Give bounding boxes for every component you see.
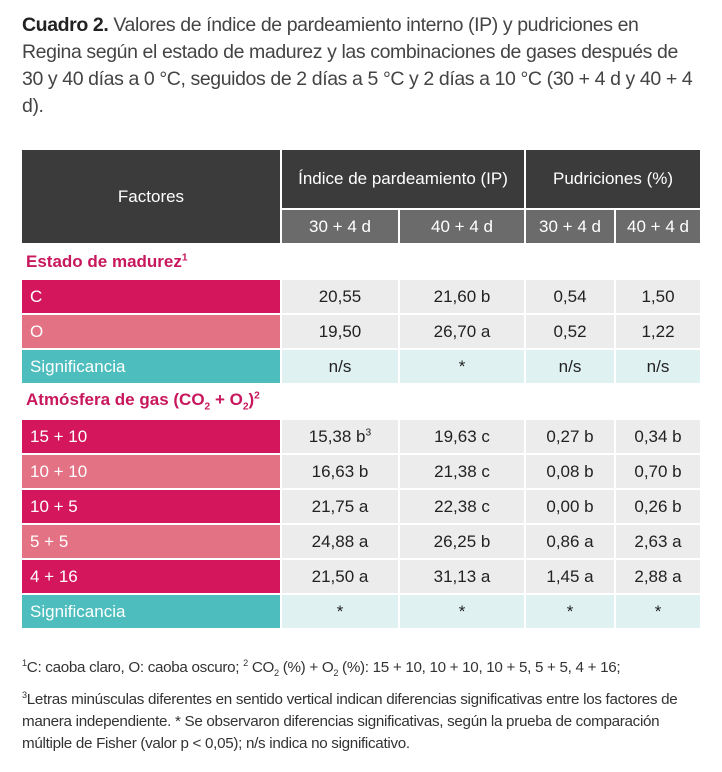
value-cell: 15,38 b3 xyxy=(282,420,398,453)
data-row: Significancia * * * * xyxy=(22,595,701,628)
header-column: 40 + 4 d xyxy=(400,210,525,243)
section-title-part: ) xyxy=(248,390,255,410)
footnote-part: C: caoba claro, O: caoba oscuro; xyxy=(26,659,244,677)
caption-label: Cuadro 2. xyxy=(22,14,109,36)
data-row: 10 + 5 21,75 a 22,38 c 0,00 b 0,26 b xyxy=(22,490,701,523)
value-cell: 19,50 xyxy=(282,315,398,348)
value-cell: 19,63 c xyxy=(400,420,525,453)
value-cell: 0,26 b xyxy=(616,490,701,523)
factor-cell: O xyxy=(22,315,280,348)
value-cell: * xyxy=(616,595,701,628)
value-cell: 22,38 c xyxy=(400,490,525,523)
section-title-part: 1 xyxy=(181,251,188,263)
value-cell: 21,38 c xyxy=(400,455,525,488)
value-cell: 0,34 b xyxy=(616,420,701,453)
data-row: 4 + 16 21,50 a 31,13 a 1,45 a 2,88 a xyxy=(22,560,701,593)
factor-cell: 10 + 10 xyxy=(22,455,280,488)
value-cell: 0,70 b xyxy=(616,455,701,488)
data-row: Significancia n/s * n/s n/s xyxy=(22,350,701,383)
factor-cell: 10 + 5 xyxy=(22,490,280,523)
value-cell: 0,00 b xyxy=(526,490,615,523)
section-title-part: 2 xyxy=(242,401,249,413)
header-factors: Factores xyxy=(22,150,280,243)
data-row: C 20,55 21,60 b 0,54 1,50 xyxy=(22,280,701,313)
value-cell: * xyxy=(400,350,525,383)
footnote-part: Letras minúsculas diferentes en sentido … xyxy=(22,691,678,753)
value-cell: 2,88 a xyxy=(616,560,701,593)
section-title-part: Atmósfera de gas (CO xyxy=(26,390,205,410)
caption-text: Valores de índice de pardeamiento intern… xyxy=(22,14,693,117)
section-row: Estado de madurez1 xyxy=(22,245,701,278)
factor-cell: 15 + 10 xyxy=(22,420,280,453)
value-cell: 1,22 xyxy=(616,315,701,348)
value-note: 3 xyxy=(365,426,372,438)
data-row: 10 + 10 16,63 b 21,38 c 0,08 b 0,70 b xyxy=(22,455,701,488)
value-cell: 16,63 b xyxy=(282,455,398,488)
value-cell: 0,08 b xyxy=(526,455,615,488)
footnotes: 1C: caoba claro, O: caoba oscuro; 2 CO2 … xyxy=(22,652,712,755)
value-cell: 1,50 xyxy=(616,280,701,313)
footnote-part: 3 xyxy=(22,690,27,701)
section-row: Atmósfera de gas (CO2 + O2)2 xyxy=(22,385,701,418)
header-group: Índice de pardeamiento (IP) xyxy=(282,150,525,208)
value-cell: n/s xyxy=(526,350,615,383)
section-title-part: + O xyxy=(210,390,243,410)
value-cell: 21,60 b xyxy=(400,280,525,313)
value-cell: 2,63 a xyxy=(616,525,701,558)
data-row: O 19,50 26,70 a 0,52 1,22 xyxy=(22,315,701,348)
value-cell: 0,27 b xyxy=(526,420,615,453)
footnote: 3Letras minúsculas diferentes en sentido… xyxy=(22,684,712,755)
section-title: Atmósfera de gas (CO2 + O2)2 xyxy=(22,385,701,418)
value-cell: 26,25 b xyxy=(400,525,525,558)
value-cell: * xyxy=(526,595,615,628)
value-cell: * xyxy=(282,595,398,628)
value-cell: 0,54 xyxy=(526,280,615,313)
value-cell: 20,55 xyxy=(282,280,398,313)
value-cell: * xyxy=(400,595,525,628)
factor-cell: Significancia xyxy=(22,595,280,628)
value-cell: n/s xyxy=(616,350,701,383)
footnote-part: 1 xyxy=(22,658,27,668)
header-column: 30 + 4 d xyxy=(526,210,615,243)
footnote-part: CO xyxy=(247,659,275,677)
value-cell: 1,45 a xyxy=(526,560,615,593)
header-group: Pudriciones (%) xyxy=(526,150,701,208)
value-cell: n/s xyxy=(282,350,398,383)
value-cell: 24,88 a xyxy=(282,525,398,558)
footnote-part: 2 xyxy=(243,658,248,668)
caption: Cuadro 2. Valores de índice de pardeamie… xyxy=(22,12,702,120)
table-body: Estado de madurez1 C 20,55 21,60 b 0,54 1,50 O… xyxy=(22,245,701,628)
value-cell: 21,50 a xyxy=(282,560,398,593)
footnote: 1C: caoba claro, O: caoba oscuro; 2 CO2 … xyxy=(22,652,712,684)
factor-cell: 5 + 5 xyxy=(22,525,280,558)
factor-cell: C xyxy=(22,280,280,313)
section-title-part: 2 xyxy=(254,390,260,402)
section-title: Estado de madurez1 xyxy=(22,245,701,278)
factor-cell: Significancia xyxy=(22,350,280,383)
footnote-part: (%): 15 + 10, 10 + 10, 10 + 5, 5 + 5, 4 … xyxy=(338,659,621,677)
value-text: 15,38 b xyxy=(308,426,366,446)
data-row: 15 + 10 15,38 b3 19,63 c 0,27 b 0,34 b xyxy=(22,420,701,453)
factor-cell: 4 + 16 xyxy=(22,560,280,593)
value-cell: 21,75 a xyxy=(282,490,398,523)
footnote-part: 2 xyxy=(274,668,279,679)
value-cell: 0,86 a xyxy=(526,525,615,558)
value-cell: 31,13 a xyxy=(400,560,525,593)
value-cell: 26,70 a xyxy=(400,315,525,348)
footnote-part: 2 xyxy=(333,668,339,679)
section-title-part: 2 xyxy=(204,401,211,413)
data-table: Factores Índice de pardeamiento (IP) Pud… xyxy=(20,148,702,630)
header-column: 30 + 4 d xyxy=(282,210,398,243)
section-title-part: Estado de madurez xyxy=(26,251,182,271)
header-column: 40 + 4 d xyxy=(616,210,701,243)
data-row: 5 + 5 24,88 a 26,25 b 0,86 a 2,63 a xyxy=(22,525,701,558)
footnote-part: (%) + O xyxy=(278,659,334,677)
value-cell: 0,52 xyxy=(526,315,615,348)
